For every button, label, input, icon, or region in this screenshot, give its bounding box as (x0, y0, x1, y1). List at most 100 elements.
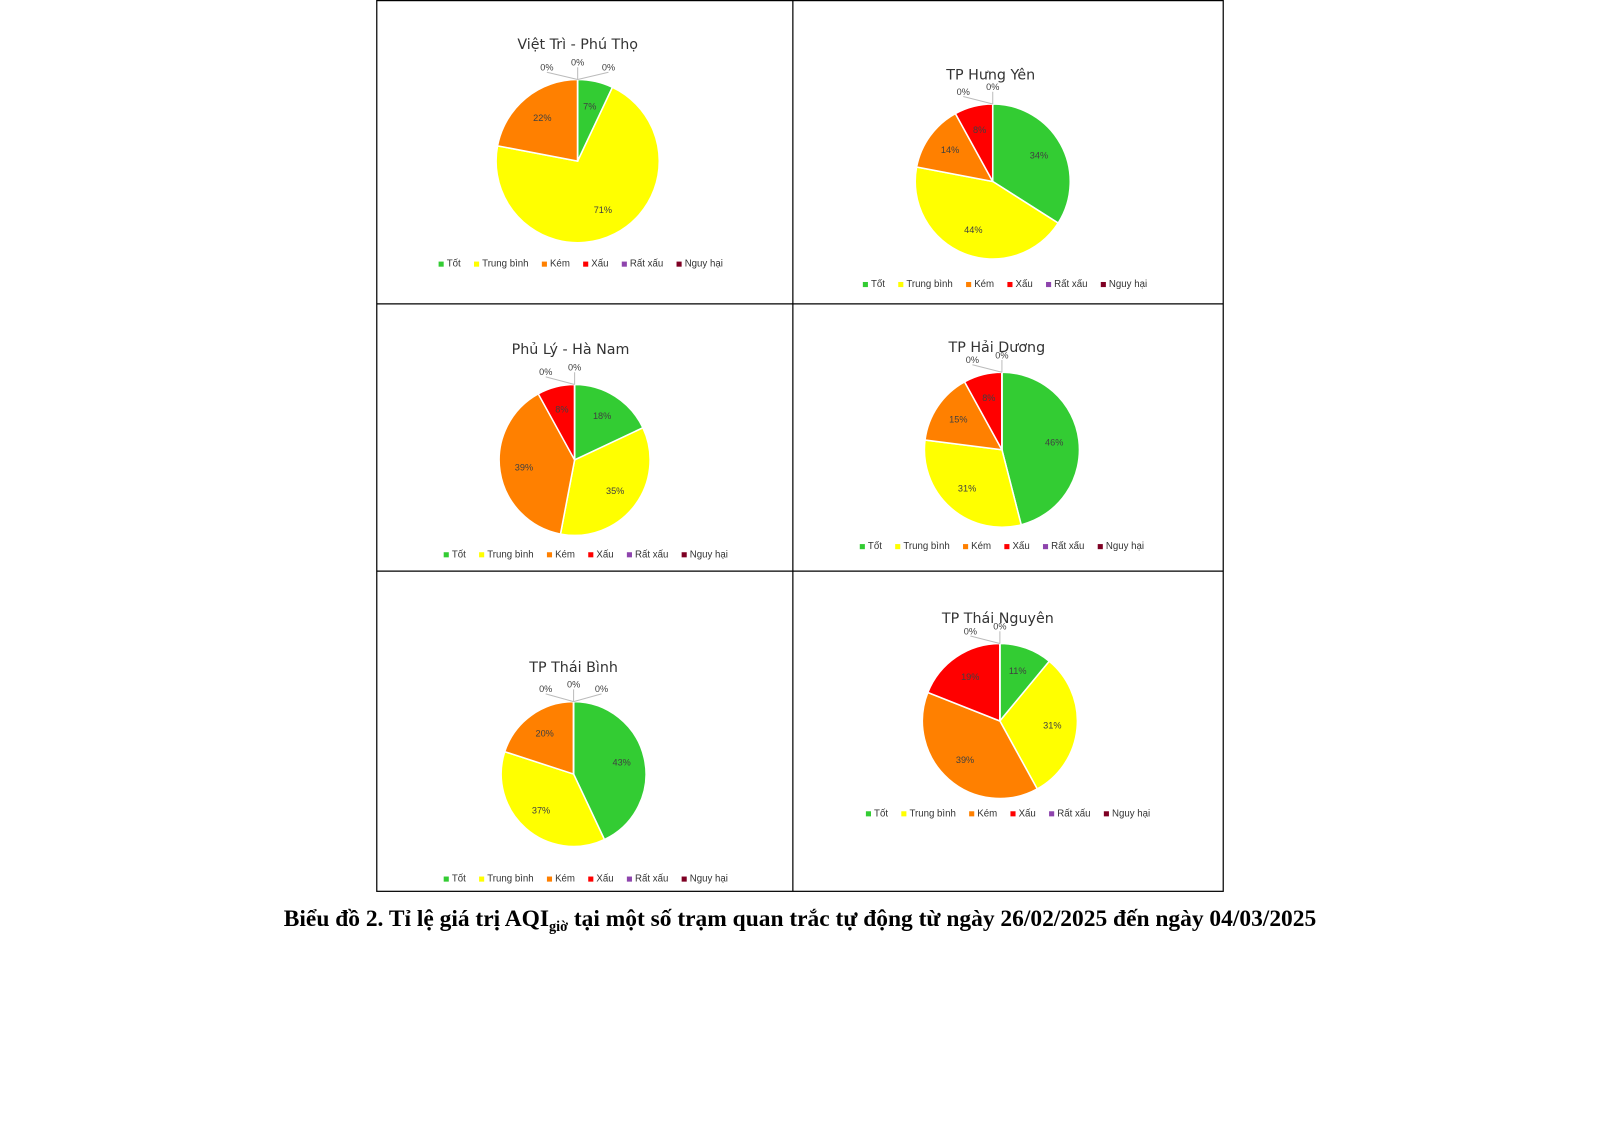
data-label: 0% (540, 63, 553, 73)
legend-label: Tốt (868, 541, 882, 552)
leader-line (545, 693, 574, 703)
pie-slice (573, 383, 644, 462)
legend-swatch (1004, 544, 1010, 550)
pie-slice (998, 660, 1079, 790)
legend-swatch (1010, 811, 1016, 817)
data-label: 15% (949, 415, 967, 425)
data-label: 19% (961, 672, 979, 682)
data-label: 43% (612, 758, 630, 768)
legend-swatch (865, 811, 871, 817)
legend-label: Trung bình (487, 549, 533, 560)
legend-label: Nguy hại (1106, 541, 1144, 552)
legend-label: Tốt (871, 279, 885, 290)
legend-label: Rất xấu (1054, 279, 1087, 290)
pie-slice (559, 426, 651, 537)
legend-label: Kém (977, 808, 997, 819)
pie-slice (924, 380, 1004, 451)
pie-slice (914, 166, 1060, 260)
legend-label: Rất xấu (635, 549, 668, 560)
legend-swatch (473, 261, 480, 267)
legend-label: Rất xấu (1051, 541, 1084, 552)
legend-swatch (681, 552, 687, 558)
data-label: 8% (555, 405, 568, 415)
data-label: 31% (1043, 720, 1061, 730)
data-label: 39% (515, 462, 533, 472)
leader-line (545, 376, 575, 385)
legend-swatch (966, 281, 972, 288)
legend-swatch (583, 261, 589, 267)
legend: Tốt Trung bình Kém Xấu Rất xấu Nguy hại (865, 808, 1150, 819)
data-label: 0% (986, 82, 999, 92)
legend-label: Nguy hại (690, 874, 728, 885)
pie-slice (496, 78, 579, 163)
pie-chart: Việt Trì - Phú Thọ 7% 71% 22% 0% 0% 0% Tốt Trung… (438, 37, 723, 270)
data-label: 18% (593, 411, 611, 421)
data-label: 0% (567, 680, 580, 690)
pie-slice (915, 112, 995, 183)
data-label: 39% (956, 755, 974, 765)
legend-label: Tốt (874, 808, 888, 819)
pie-chart: TP Thái Nguyên 11% 31% 39% 19% 0% 0% Tốt Trung b… (865, 611, 1150, 819)
chart-title: TP Thái Bình (528, 660, 618, 676)
legend-label: Xấu (596, 874, 613, 885)
legend-label: Xấu (1016, 279, 1033, 290)
pie-slice (498, 392, 576, 535)
legend-swatch (588, 552, 594, 558)
chart-title: TP Hải Dương (947, 340, 1045, 356)
legend-label: Kém (971, 541, 991, 552)
legend-label: Trung bình (903, 541, 949, 552)
legend-swatch (898, 281, 904, 288)
data-label: 0% (993, 622, 1006, 632)
legend-swatch (626, 552, 632, 558)
legend-label: Trung bình (909, 808, 955, 819)
legend-swatch (895, 544, 901, 550)
caption-rest: tại một số trạm quan trắc tự động từ ngà… (568, 906, 1316, 932)
legend-swatch (479, 876, 485, 882)
legend-swatch (676, 261, 682, 267)
legend: Tốt Trung bình Kém Xấu Rất xấu Nguy hại (859, 541, 1144, 552)
legend-swatch (546, 876, 553, 882)
legend-swatch (901, 811, 907, 817)
legend-label: Kém (555, 549, 575, 560)
legend-swatch (541, 261, 547, 267)
data-label: 37% (532, 805, 550, 815)
data-label: 0% (995, 350, 1008, 360)
legend-label: Trung bình (906, 279, 952, 290)
legend-swatch (588, 876, 594, 882)
pie-chart: TP Hưng Yên 34% 44% 14% 8% 0% 0% Tốt Trung bình K… (862, 68, 1147, 290)
legend-label: Trung bình (487, 874, 533, 885)
caption-subscript: giờ (549, 919, 568, 935)
data-label: 7% (583, 101, 596, 111)
legend: Tốt Trung bình Kém Xấu Rất xấu Nguy hại (862, 279, 1147, 290)
legend-swatch (438, 261, 444, 267)
legend: Tốt Trung bình Kém Xấu Rất xấu Nguy hại (438, 259, 723, 270)
pie-slice (495, 86, 660, 244)
pie-slice (572, 700, 647, 841)
data-label: 0% (568, 363, 581, 373)
caption: Biểu đồ 2. Tỉ lệ giá trị AQIgiờ tại một … (284, 906, 1316, 935)
pie-slice (1001, 371, 1081, 526)
pie-slice (926, 642, 1001, 723)
data-label: 8% (982, 393, 995, 403)
data-label: 20% (535, 729, 553, 739)
legend-swatch (626, 876, 632, 882)
data-label: 0% (966, 355, 979, 365)
legend-swatch (681, 876, 687, 882)
legend-label: Tốt (452, 549, 466, 560)
leader-line (963, 96, 993, 105)
data-label: 0% (539, 684, 552, 694)
caption-main: Biểu đồ 2. Tỉ lệ giá trị AQI (284, 906, 549, 932)
legend-swatch (1100, 281, 1106, 288)
data-label: 35% (606, 486, 624, 496)
legend-label: Nguy hại (1112, 808, 1150, 819)
legend-swatch (862, 281, 868, 288)
pie-slice (921, 691, 1039, 800)
data-label: 0% (571, 58, 584, 68)
data-label: 44% (964, 225, 982, 235)
pie-slice (503, 700, 575, 776)
data-label: 46% (1045, 438, 1063, 448)
chart-title: TP Thái Nguyên (941, 611, 1054, 627)
legend-swatch (443, 552, 449, 558)
